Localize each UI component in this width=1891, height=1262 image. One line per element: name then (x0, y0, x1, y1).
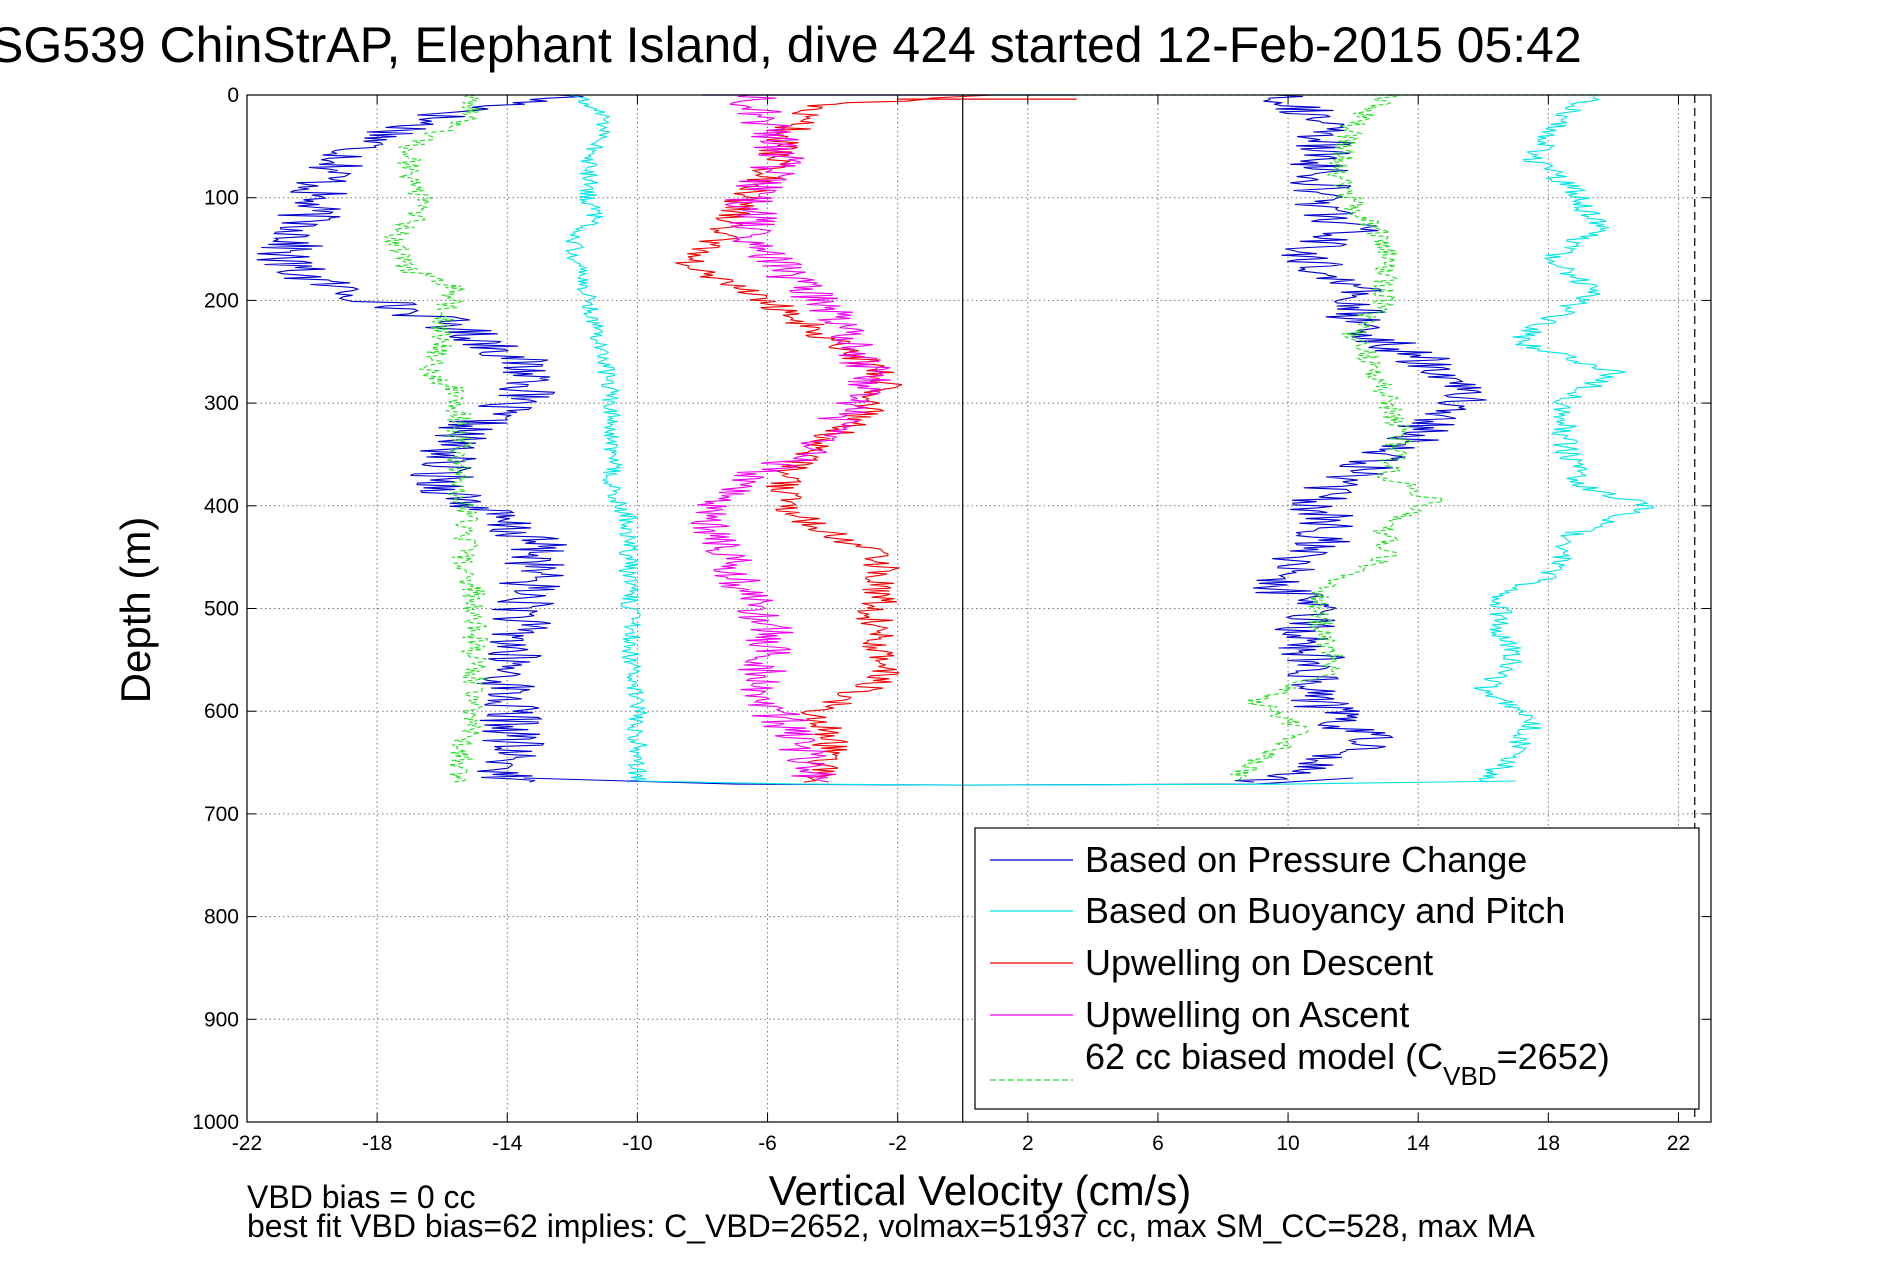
legend: Based on Pressure Change Based on Buoyanc… (974, 827, 1700, 1110)
y-tick-label: 800 (204, 906, 239, 929)
legend-label: Upwelling on Ascent (1085, 994, 1409, 1035)
series-pressure_asc (1235, 94, 1487, 783)
y-tick-label: 200 (204, 289, 239, 312)
legend-label-main: 62 cc biased model (C (1085, 1036, 1443, 1077)
plot-area (256, 94, 1655, 786)
series-pressure_desc (256, 94, 584, 783)
x-tick-label: 10 (1276, 1132, 1299, 1155)
y-tick-label: 400 (204, 495, 239, 518)
y-tick-label: 0 (227, 84, 239, 107)
legend-label: 62 cc biased model (CVBD=2652) (1085, 1036, 1610, 1091)
series-model_asc (1230, 94, 1445, 783)
x-tick-label: 22 (1667, 1132, 1690, 1155)
x-tick-label: -22 (232, 1132, 262, 1155)
series-buoyancy_asc (1473, 94, 1655, 783)
y-tick-label: 300 (204, 392, 239, 415)
series-buoyancy_desc (565, 94, 648, 783)
legend-label: Based on Buoyancy and Pitch (1085, 890, 1565, 931)
chart-title: SG539 ChinStrAP, Elephant Island, dive 4… (0, 17, 1582, 73)
y-tick-label: 600 (204, 700, 239, 723)
y-axis-label: Depth (m) (112, 517, 159, 704)
x-tick-label: -10 (622, 1132, 652, 1155)
y-tick-label: 700 (204, 803, 239, 826)
y-tick-label: 500 (204, 598, 239, 621)
series-model_desc (383, 94, 489, 783)
x-tick-label: 2 (1022, 1132, 1034, 1155)
legend-label-end: =2652) (1497, 1036, 1610, 1077)
x-tick-label: 18 (1537, 1132, 1560, 1155)
legend-label: Based on Pressure Change (1085, 839, 1527, 880)
x-tick-label: -6 (758, 1132, 777, 1155)
footer-vbd-bias: VBD bias = 0 cc (247, 1179, 476, 1215)
series-upwelling_desc (675, 94, 994, 783)
series-upwelling_asc (690, 94, 891, 783)
y-tick-label: 900 (204, 1008, 239, 1031)
footer-best-fit: best fit VBD bias=62 implies: C_VBD=2652… (247, 1208, 1535, 1244)
x-tick-label: 6 (1152, 1132, 1164, 1155)
legend-label: Upwelling on Descent (1085, 942, 1433, 983)
y-tick-label: 100 (204, 187, 239, 210)
x-tick-label: -18 (362, 1132, 392, 1155)
axes: -22 -18 -14 -10 -6 -2 2 6 10 14 18 2201002003004005… (192, 84, 1712, 1155)
x-tick-label: 14 (1407, 1132, 1431, 1155)
legend-label-sub: VBD (1443, 1061, 1496, 1091)
x-tick-label: -2 (888, 1132, 907, 1155)
x-axis-label: Vertical Velocity (cm/s) (769, 1167, 1191, 1214)
x-tick-label: -14 (492, 1132, 523, 1155)
legend-box (974, 827, 1700, 1110)
y-tick-label: 1000 (192, 1111, 239, 1134)
